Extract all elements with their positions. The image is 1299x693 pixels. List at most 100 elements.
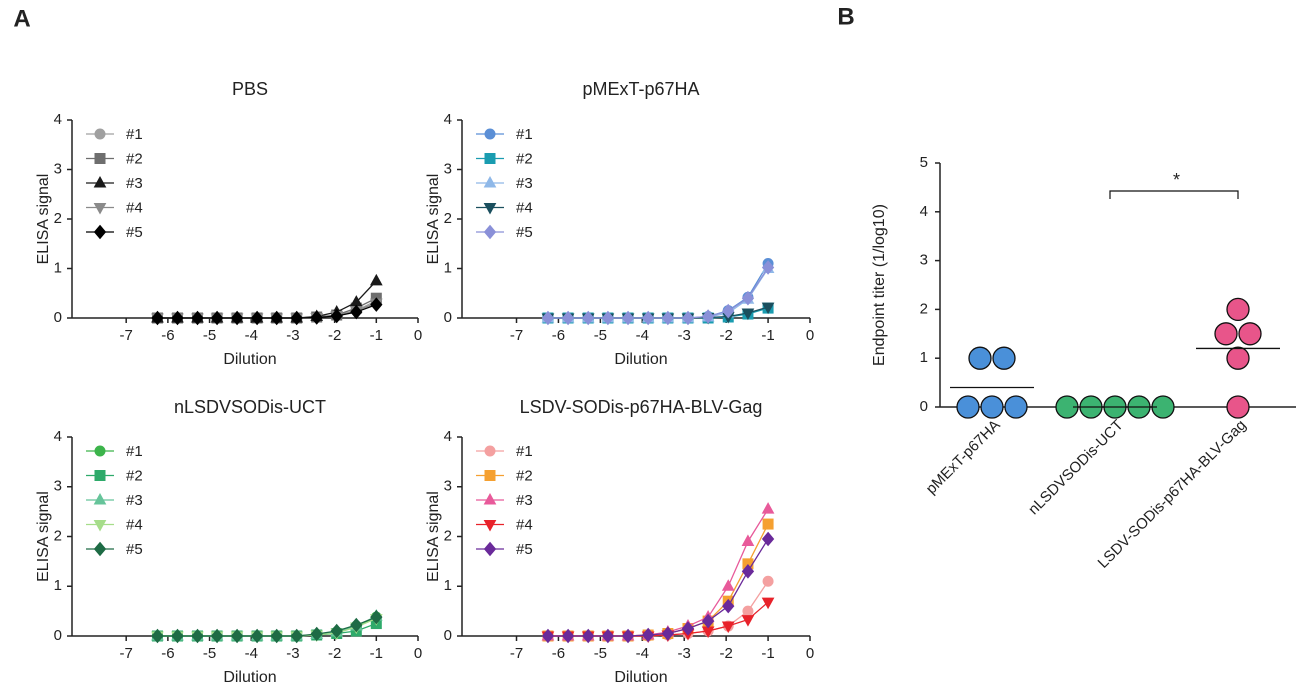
legend-label: #2: [516, 467, 533, 484]
legend-label: #1: [126, 126, 143, 143]
legend-marker: [94, 445, 106, 457]
marker: [601, 628, 615, 644]
marker: [370, 297, 383, 312]
marker: [762, 518, 774, 530]
x-tick-label: -3: [286, 645, 299, 662]
x-tick-label: LSDV-SODis-p67HA-BLV-Gag: [1095, 417, 1250, 572]
dot: [968, 346, 992, 370]
legend-marker: [483, 492, 497, 505]
marker: [681, 621, 695, 636]
significance-bracket: [1109, 190, 1239, 199]
marker: [561, 310, 575, 326]
marker: [310, 626, 323, 642]
marker: [762, 575, 774, 587]
marker: [701, 613, 715, 629]
x-tick-label: -1: [761, 327, 774, 344]
x-tick-label: -4: [636, 645, 649, 662]
series-line: [547, 508, 769, 637]
x-tick-label: -6: [161, 645, 174, 662]
x-tick-label: -3: [678, 327, 691, 344]
marker: [210, 628, 224, 644]
x-tick-label: -6: [552, 645, 565, 662]
x-tick-label: -1: [370, 645, 383, 662]
y-axis-label: ELISA signal: [425, 174, 442, 265]
chart-title: PBS: [232, 79, 268, 99]
y-tick-label: 3: [444, 478, 452, 495]
y-tick-label: 3: [54, 478, 62, 495]
x-tick-label: 0: [414, 327, 422, 344]
legend-label: #5: [516, 224, 533, 241]
y-tick-label: 2: [54, 210, 62, 227]
series-line: [547, 601, 769, 637]
x-tick-label: -5: [203, 645, 216, 662]
marker: [621, 628, 635, 644]
dot: [1214, 322, 1238, 346]
legend-marker: [483, 541, 497, 557]
marker: [741, 534, 755, 546]
dot: [1238, 322, 1262, 346]
marker: [761, 531, 775, 547]
legend-label: #5: [126, 224, 143, 241]
marker: [330, 308, 343, 324]
marker: [350, 304, 363, 320]
x-tick-label: -4: [245, 327, 258, 344]
legend-label: #3: [126, 175, 143, 192]
x-tick-label: -1: [761, 645, 774, 662]
marker: [290, 310, 303, 326]
marker: [701, 309, 715, 324]
legend-marker: [93, 520, 107, 532]
legend-label: #4: [126, 199, 143, 216]
panel-label: A: [13, 5, 30, 32]
legend-marker: [484, 470, 496, 481]
y-axis-label: ELISA signal: [35, 174, 52, 265]
x-tick-label: -3: [286, 327, 299, 344]
dot: [1226, 297, 1250, 322]
legend-label: #2: [516, 150, 533, 167]
series-line: [547, 263, 769, 319]
legend-label: #5: [516, 541, 533, 558]
marker: [642, 310, 655, 326]
x-tick-label: 0: [806, 645, 814, 662]
y-tick-label: 0: [54, 627, 62, 644]
x-tick-label: nLSDVSODis-UCT: [1025, 417, 1127, 519]
y-tick-label: 3: [920, 252, 928, 269]
series-line: [547, 523, 769, 637]
legend-marker: [484, 153, 496, 164]
x-tick-label: -7: [510, 645, 523, 662]
legend-label: #3: [126, 492, 143, 509]
marker: [350, 617, 363, 633]
x-tick-label: -2: [719, 645, 732, 662]
legend-marker: [483, 520, 497, 532]
x-tick-label: 0: [806, 327, 814, 344]
series-line: [157, 304, 377, 319]
y-tick-label: 1: [54, 259, 62, 276]
x-axis-label: Dilution: [223, 351, 276, 368]
marker: [741, 615, 755, 627]
y-tick-label: 0: [444, 309, 452, 326]
legend-marker: [483, 203, 497, 215]
dot: [1226, 395, 1250, 419]
marker: [541, 628, 555, 644]
legend-label: #4: [126, 516, 143, 533]
x-tick-label: -4: [636, 327, 649, 344]
y-tick-label: 2: [444, 210, 452, 227]
marker: [642, 627, 655, 643]
y-tick-label: 0: [54, 309, 62, 326]
marker: [681, 310, 695, 326]
marker: [369, 273, 383, 286]
marker: [230, 310, 244, 326]
legend-label: #5: [126, 541, 143, 558]
legend-marker: [484, 128, 496, 140]
marker: [741, 290, 755, 306]
series-line: [547, 307, 769, 319]
marker: [582, 310, 595, 326]
marker: [171, 310, 184, 326]
legend-label: #4: [516, 199, 533, 216]
series-line: [547, 267, 769, 319]
marker: [191, 310, 204, 326]
marker: [722, 598, 735, 614]
legend-marker: [94, 153, 106, 164]
legend-marker: [93, 203, 107, 215]
marker: [191, 628, 204, 644]
